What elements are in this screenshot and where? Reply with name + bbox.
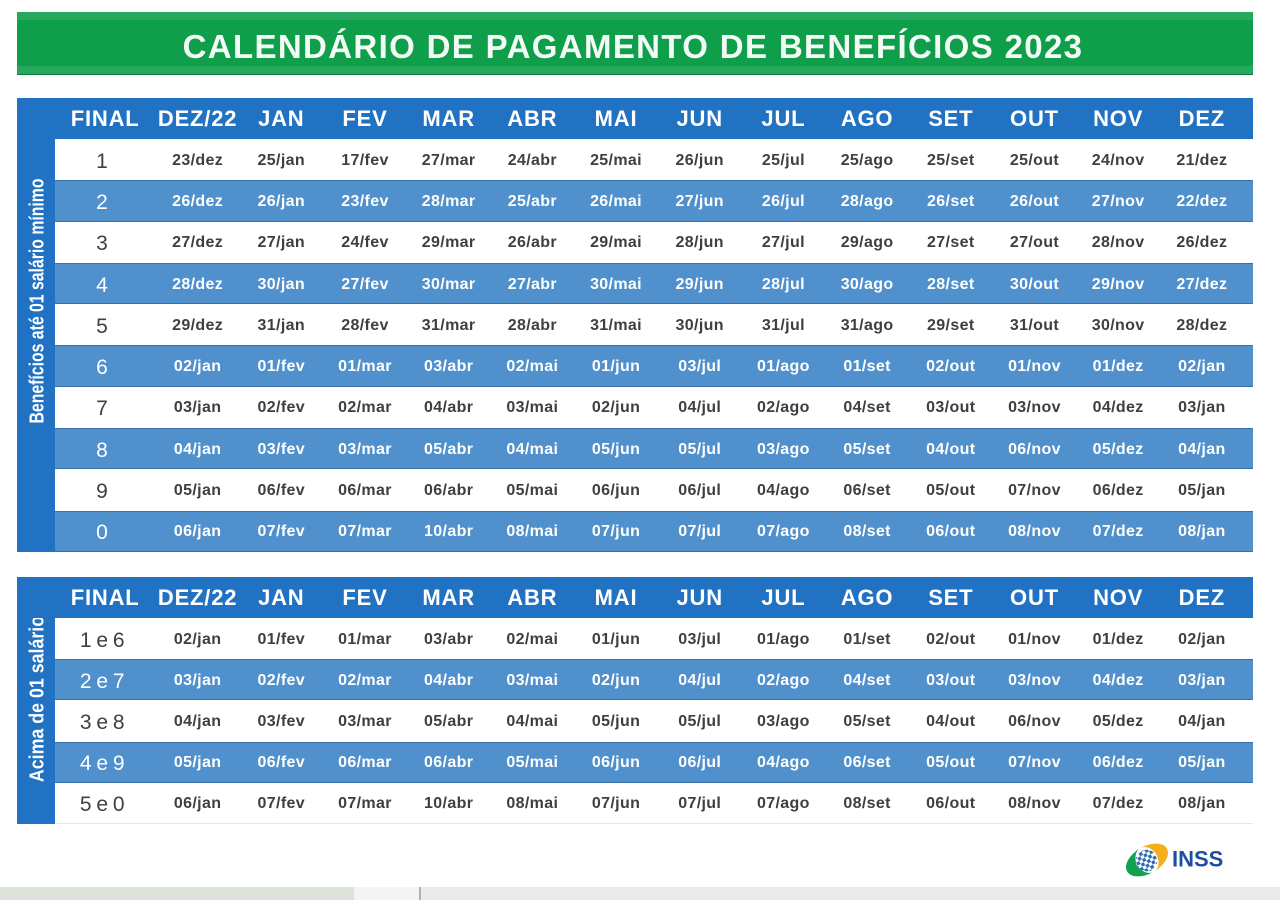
svg-text:INSS: INSS [1172, 847, 1223, 872]
